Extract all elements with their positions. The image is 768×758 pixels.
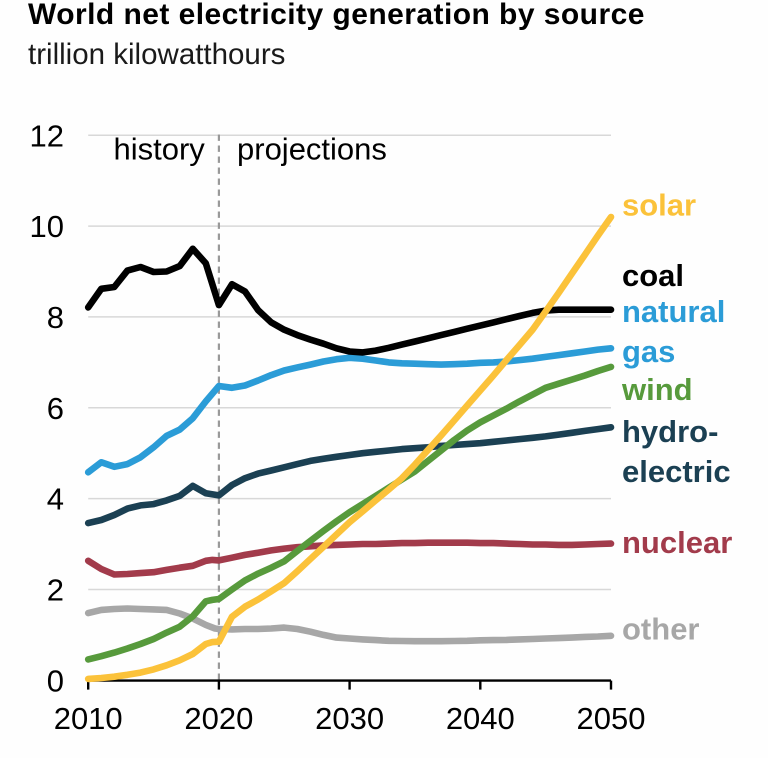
svg-text:natural: natural <box>622 294 725 329</box>
svg-text:0: 0 <box>47 663 64 698</box>
svg-text:2020: 2020 <box>184 701 253 736</box>
svg-text:gas: gas <box>622 334 675 369</box>
svg-text:2040: 2040 <box>446 701 515 736</box>
svg-text:electric: electric <box>622 454 731 489</box>
svg-text:nuclear: nuclear <box>622 525 732 560</box>
svg-text:2: 2 <box>47 573 64 608</box>
svg-text:6: 6 <box>47 391 64 426</box>
svg-text:12: 12 <box>30 118 64 153</box>
svg-text:8: 8 <box>47 300 64 335</box>
svg-text:hydro-: hydro- <box>622 414 718 449</box>
svg-text:wind: wind <box>621 372 693 407</box>
svg-text:coal: coal <box>622 258 684 293</box>
svg-text:2050: 2050 <box>577 701 646 736</box>
svg-text:trillion kilowatthours: trillion kilowatthours <box>28 38 285 71</box>
svg-text:2010: 2010 <box>54 701 123 736</box>
svg-text:4: 4 <box>47 482 64 517</box>
svg-text:history: history <box>114 131 206 166</box>
svg-text:other: other <box>622 612 700 647</box>
svg-text:projections: projections <box>237 131 387 166</box>
svg-text:10: 10 <box>30 209 64 244</box>
svg-text:solar: solar <box>622 188 696 223</box>
svg-text:2030: 2030 <box>315 701 384 736</box>
svg-text:World net electricity generati: World net electricity generation by sour… <box>28 0 645 31</box>
